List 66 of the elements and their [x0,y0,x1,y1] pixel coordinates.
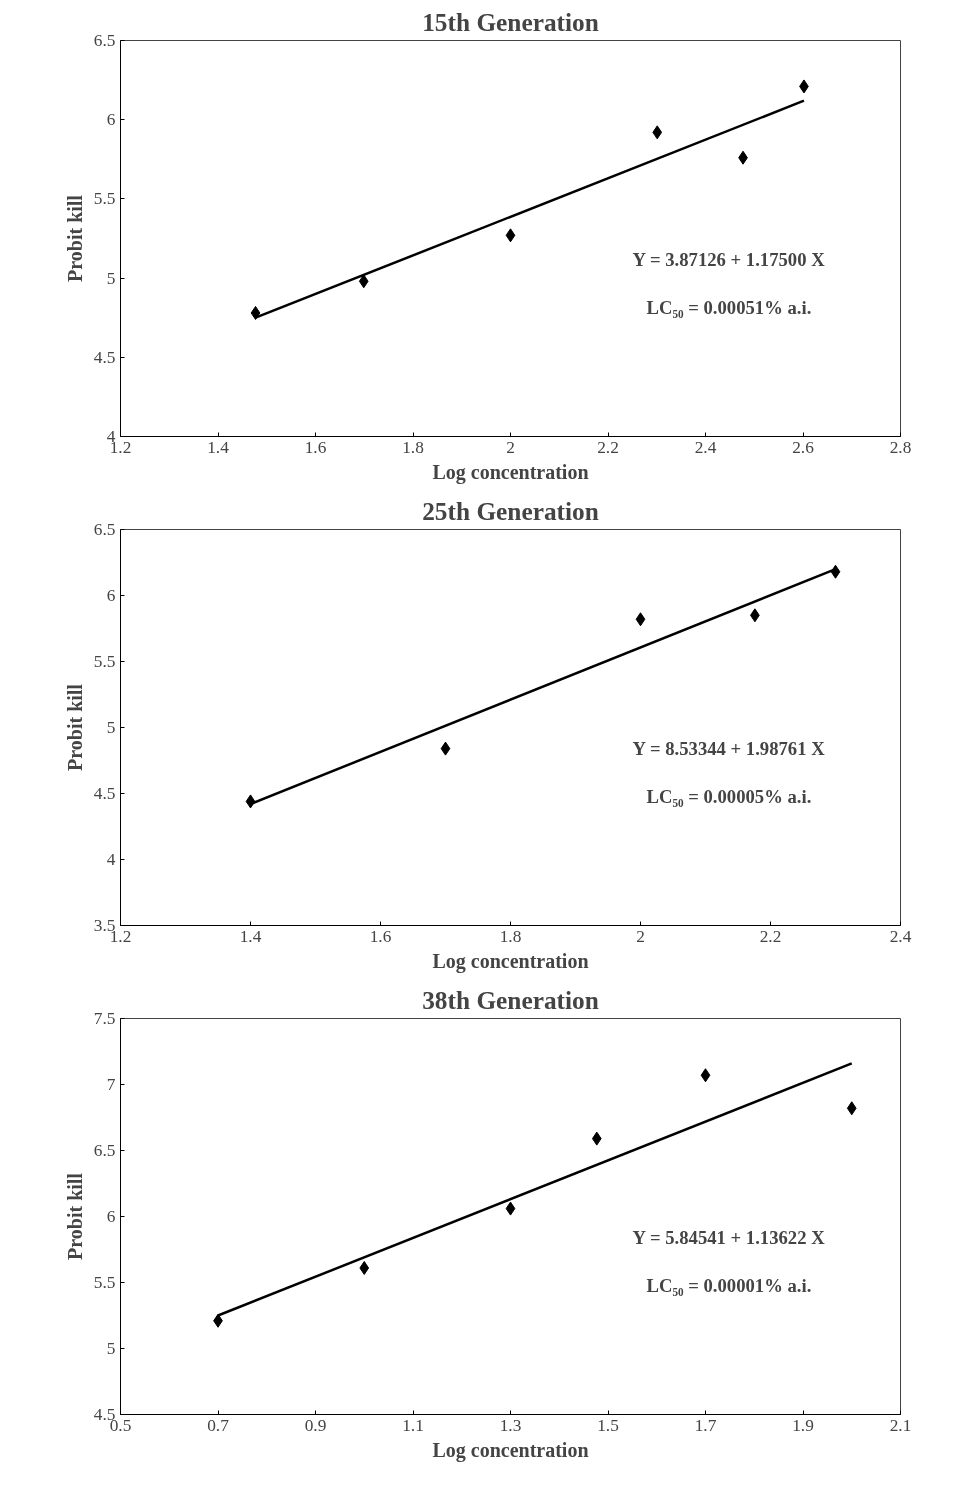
point [359,1260,370,1275]
point [846,1101,857,1116]
y-axis-title: Probit kill [63,194,86,282]
x-tick-label: 2.2 [759,926,782,946]
x-tick-label: 1.3 [499,1415,522,1435]
y-tick-label: 5.5 [93,1273,116,1292]
point [700,1068,711,1083]
x-tick-label: 2.1 [889,1415,912,1435]
y-tick-label: 5 [106,268,116,288]
x-tick-label: 0.7 [207,1415,230,1435]
x-tick-label: 1.9 [792,1415,814,1435]
x-tick-label: 1.5 [597,1415,619,1435]
y-tick-label: 5 [106,718,116,737]
y-axis-title: Probit kill [63,1172,86,1260]
x-tick-label: 2.6 [792,437,815,457]
x-tick-label: 1.8 [402,437,424,457]
x-tick-label: 2 [506,437,515,457]
x-tick-label: 2.4 [889,926,912,946]
x-axis-title: Log concentration [432,460,589,484]
point [635,612,646,627]
y-tick-label: 7 [106,1075,116,1094]
x-tick-label: 1.4 [239,926,262,946]
annotation: Y = 3.87126 + 1.17500 X [632,249,826,271]
x-tick-label: 2.8 [889,437,912,457]
x-tick-label: 1.1 [402,1415,424,1435]
point [591,1131,602,1146]
x-tick-label: 2.2 [597,437,619,457]
chart-title: 38th Generation [422,985,599,1014]
y-tick-label: 4 [106,850,116,869]
y-axis-title: Probit kill [63,683,86,771]
point [245,794,256,809]
x-tick-label: 0.9 [304,1415,327,1435]
annotation: LC₅₀ = 0.00051% a.i. [646,296,812,318]
x-axis-title: Log concentration [432,1438,589,1462]
point [440,741,451,756]
point [358,274,369,289]
x-tick-label: 2.4 [694,437,717,457]
x-tick-label: 1.8 [499,926,522,946]
x-tick-label: 1.4 [207,437,230,457]
x-tick-label: 1.6 [304,437,327,457]
annotation: LC₅₀ = 0.00001% a.i. [646,1274,812,1296]
y-tick-label: 6.5 [93,520,116,539]
x-tick-label: 1.7 [694,1415,717,1435]
y-tick-label: 6.5 [93,1141,116,1160]
y-tick-label: 6.5 [93,31,116,50]
y-tick-label: 6 [106,1207,116,1226]
x-tick-label: 1.6 [369,926,392,946]
point [505,228,516,243]
y-tick-label: 6 [106,110,116,130]
y-tick-label: 6 [106,586,116,605]
chart-title: 25th Generation [422,496,599,525]
y-tick-label: 4.5 [93,784,116,803]
point [505,1201,516,1216]
y-tick-label: 4.5 [93,347,116,367]
x-axis-title: Log concentration [432,949,589,973]
y-tick-label: 5 [106,1339,116,1358]
annotation: Y = 8.53344 + 1.98761 X [632,738,826,760]
y-tick-label: 7.5 [93,1009,116,1028]
annotation: Y = 5.84541 + 1.13622 X [632,1227,826,1249]
chart-title: 15th Generation [422,7,599,36]
point [652,125,663,140]
point [250,305,261,320]
annotation: LC₅₀ = 0.00005% a.i. [646,785,812,807]
y-tick-label: 5.5 [93,652,116,671]
y-tick-label: 5.5 [93,189,116,209]
x-tick-label: 2 [636,926,645,946]
